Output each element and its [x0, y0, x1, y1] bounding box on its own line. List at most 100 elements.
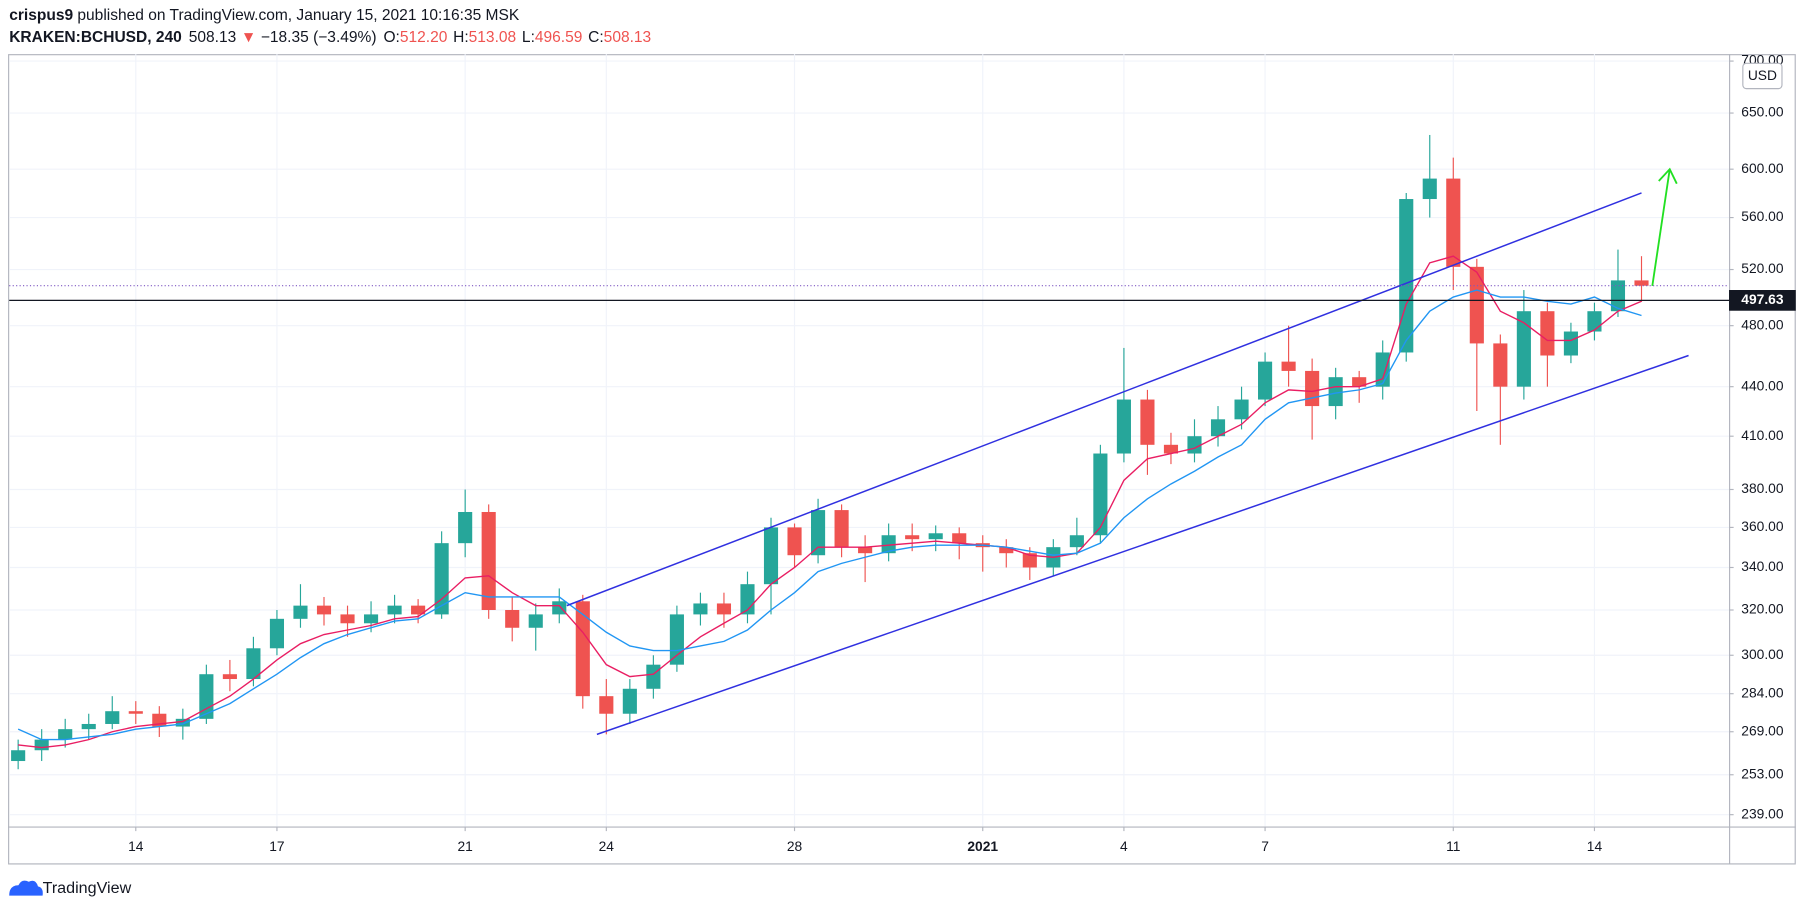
y-tick-label: 340.00 — [1741, 558, 1784, 574]
currency-box — [1742, 62, 1783, 90]
brand: TradingView — [43, 879, 132, 897]
y-tick-label: 410.00 — [1741, 427, 1784, 443]
candle-body — [505, 610, 520, 628]
candle-body — [1069, 535, 1084, 548]
candle-body — [175, 718, 190, 727]
candle-body — [1446, 178, 1461, 267]
candle-body — [787, 527, 802, 556]
ohlc-key: O: — [383, 29, 399, 46]
candle-body — [669, 614, 684, 665]
change-arrow: ▼ — [241, 29, 256, 46]
candle-body — [481, 511, 496, 611]
moving-average — [18, 255, 1642, 749]
plot — [9, 134, 1730, 770]
arrow-head — [1658, 167, 1678, 185]
price-label: 497.63 — [1741, 291, 1784, 307]
symbol-line: KRAKEN:BCHUSD, 240 508.13 ▼ −18.35 (−3.49%)… — [9, 29, 651, 46]
candle-body — [1163, 444, 1179, 454]
candle-body — [1352, 377, 1367, 387]
y-tick-label: 560.00 — [1741, 208, 1784, 224]
candle-body — [1422, 178, 1437, 200]
candle-body — [1516, 311, 1531, 387]
candle-body — [1234, 399, 1249, 420]
arrow-shaft — [1651, 169, 1671, 287]
candle-body — [528, 614, 543, 628]
candle-body — [246, 648, 261, 680]
candle-body — [1093, 453, 1108, 536]
x-tick-label: 24 — [599, 838, 615, 854]
ohlc-value: 508.13 — [604, 29, 652, 46]
candle-body — [458, 511, 473, 544]
candle-body — [1140, 399, 1155, 445]
candle-body — [1587, 311, 1602, 332]
candle-body — [293, 605, 308, 619]
y-tick-label: 269.00 — [1741, 722, 1784, 738]
candle-body — [434, 543, 449, 615]
candle-body — [11, 750, 26, 762]
moving-average — [17, 289, 1642, 741]
candle-body — [105, 711, 120, 724]
candle-body — [316, 605, 332, 615]
candle-body — [952, 533, 967, 544]
candle-body — [928, 533, 943, 540]
y-tick-label: 600.00 — [1741, 160, 1784, 176]
y-tick-label: 520.00 — [1741, 260, 1784, 276]
candle-body — [340, 614, 355, 624]
candle-body — [599, 696, 614, 714]
symbol: KRAKEN:BCHUSD, 240 — [9, 29, 182, 46]
currency: USD — [1748, 67, 1777, 83]
y-tick-label: 360.00 — [1741, 518, 1784, 534]
y-tick-label: 284.00 — [1741, 684, 1784, 700]
candle-body — [1305, 370, 1320, 407]
ohlc-value: 513.08 — [469, 29, 517, 46]
candle-body — [1375, 352, 1390, 387]
y-tick-label: 300.00 — [1741, 646, 1784, 662]
y-tick-label: 480.00 — [1741, 316, 1784, 332]
candle-body — [81, 723, 96, 730]
y-tick-label: 650.00 — [1741, 104, 1784, 120]
candle-body — [34, 739, 49, 751]
y-tick-label: 440.00 — [1741, 377, 1784, 393]
x-tick-label: 7 — [1261, 838, 1269, 854]
candle-body — [1563, 331, 1578, 356]
candle-body — [222, 674, 237, 680]
x-tick-label: 14 — [128, 838, 144, 854]
x-tick-label: 21 — [457, 838, 472, 854]
candle-body — [575, 601, 590, 697]
candle-body — [411, 605, 426, 615]
candle-body — [1187, 436, 1202, 454]
candle-body — [1022, 553, 1037, 568]
candle-body — [363, 614, 379, 624]
published: published on TradingView.com, January 15… — [73, 7, 520, 24]
candle-body — [858, 547, 873, 554]
tradingview-logo: TradingView — [9, 879, 132, 897]
candle-body — [552, 601, 567, 615]
candle-body — [999, 547, 1014, 554]
ohlc-key: L: — [522, 29, 535, 46]
ohlc-value: 512.20 — [400, 29, 448, 46]
candle-body — [693, 603, 708, 615]
change: −18.35 (−3.49%) — [261, 29, 377, 46]
ohlc-key: H: — [453, 29, 469, 46]
candle-body — [622, 688, 637, 714]
candle-body — [646, 664, 661, 689]
candle-body — [881, 535, 896, 554]
candle-body — [1281, 361, 1296, 371]
x-tick-label: 11 — [1446, 838, 1460, 854]
candle-body — [1116, 399, 1131, 454]
x-tick-label: 14 — [1587, 838, 1603, 854]
x-tick-label: 28 — [787, 838, 803, 854]
candle-body — [199, 674, 214, 719]
candle-body — [269, 618, 285, 649]
logo-icon — [9, 880, 43, 896]
y-tick-label: 253.00 — [1741, 765, 1784, 781]
candle-body — [1258, 361, 1273, 400]
candle-body — [1399, 199, 1414, 353]
author: crispus9 — [9, 7, 73, 24]
x-tick-label: 17 — [269, 838, 284, 854]
candle-body — [811, 510, 826, 556]
channel-line — [566, 192, 1642, 607]
